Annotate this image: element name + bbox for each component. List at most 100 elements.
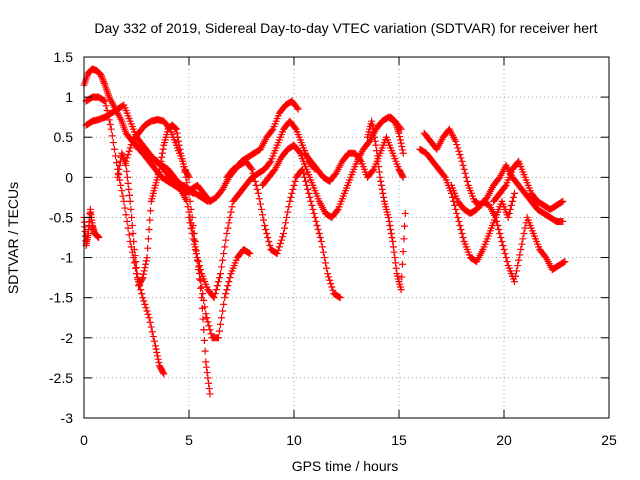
data-point [254, 189, 262, 197]
series-track-17 [448, 181, 569, 286]
data-point [205, 322, 213, 330]
data-point [398, 273, 406, 281]
data-point [154, 355, 162, 363]
data-point [149, 332, 157, 340]
data-point [560, 258, 568, 266]
data-point [309, 205, 317, 213]
data-point [324, 270, 332, 278]
data-point [323, 264, 331, 272]
data-point [214, 334, 222, 342]
data-point [131, 264, 139, 272]
data-point [218, 314, 226, 322]
data-point [392, 264, 400, 272]
data-point [181, 168, 189, 176]
data-point [327, 280, 335, 288]
data-point [281, 224, 289, 232]
data-point [204, 374, 212, 382]
data-point [277, 236, 285, 244]
data-point [496, 229, 504, 237]
data-point [497, 234, 505, 241]
data-point [123, 173, 131, 181]
data-point [197, 284, 205, 292]
data-point [266, 242, 274, 250]
data-point [512, 272, 520, 280]
data-point [318, 243, 326, 251]
data-point [453, 141, 461, 149]
data-point [492, 213, 500, 221]
data-point [378, 185, 386, 193]
data-point [290, 181, 298, 189]
series-track-12 [301, 133, 407, 185]
data-point [221, 243, 229, 251]
data-point [141, 300, 149, 308]
data-point [217, 320, 224, 328]
data-point [508, 197, 516, 205]
data-point [259, 211, 266, 219]
data-point [222, 236, 230, 244]
data-point [264, 234, 272, 241]
data-point [109, 139, 117, 147]
y-tick-label: -1 [61, 250, 74, 266]
series-track-9 [185, 117, 319, 302]
data-point [500, 246, 508, 254]
data-point [199, 315, 207, 323]
data-point [368, 121, 376, 129]
data-point [144, 235, 152, 243]
data-point [165, 124, 173, 132]
data-point [262, 225, 270, 233]
data-point [253, 185, 261, 193]
data-point [206, 390, 214, 398]
data-point [506, 205, 514, 213]
data-point [379, 189, 387, 197]
data-point [458, 157, 466, 165]
data-point [398, 143, 406, 151]
data-point [218, 263, 226, 271]
data-point [220, 300, 228, 308]
data-point [180, 163, 188, 171]
data-point [121, 204, 129, 212]
data-point [246, 250, 254, 258]
y-axis-label: SDTVAR / TECUs [5, 182, 21, 294]
data-point [153, 348, 161, 356]
data-point [558, 198, 566, 206]
data-point [452, 137, 460, 145]
data-point [336, 294, 344, 302]
data-point [151, 342, 159, 350]
data-point [276, 240, 284, 248]
data-point [316, 234, 324, 241]
data-point [335, 293, 343, 301]
data-point [133, 270, 141, 278]
data-point [515, 256, 523, 264]
data-point [183, 179, 191, 187]
data-point [463, 177, 471, 185]
data-point [373, 147, 381, 155]
data-point [124, 179, 132, 187]
data-point [274, 246, 282, 254]
data-point [322, 259, 329, 267]
data-point [521, 224, 529, 232]
data-point [387, 229, 395, 237]
data-point [100, 96, 108, 104]
data-point [219, 256, 227, 264]
data-point [156, 161, 164, 169]
data-point [197, 276, 205, 284]
data-point [326, 276, 334, 284]
data-point [120, 197, 128, 205]
data-point [501, 183, 509, 191]
data-point [268, 127, 276, 135]
data-point [150, 337, 158, 345]
data-point [102, 102, 110, 110]
data-point [389, 238, 397, 246]
data-point [128, 213, 136, 221]
data-point [211, 290, 219, 298]
data-point [399, 172, 406, 180]
data-point [291, 124, 299, 132]
data-point [204, 318, 212, 326]
data-point [127, 141, 135, 149]
series-track-14 [387, 113, 407, 157]
data-point [207, 330, 215, 338]
data-point [225, 219, 233, 227]
data-point [288, 189, 296, 197]
data-point [197, 266, 205, 274]
data-point [123, 154, 131, 162]
